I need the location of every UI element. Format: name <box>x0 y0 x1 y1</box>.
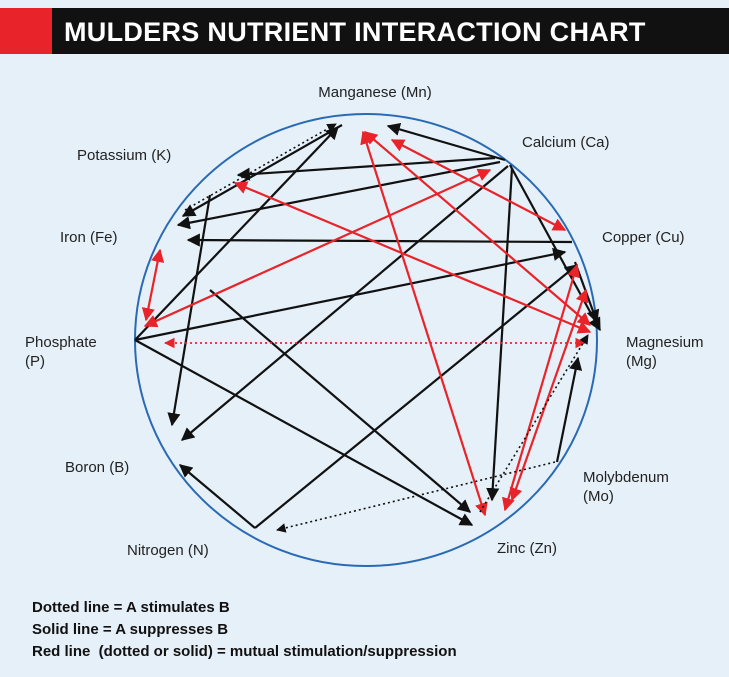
node-label: Potassium (K) <box>77 147 171 164</box>
node-sublabel: (P) <box>25 353 45 370</box>
node-label: Magnesium <box>626 334 704 351</box>
node-sublabel: (Mg) <box>626 353 657 370</box>
node-label: Boron (B) <box>65 459 129 476</box>
node-label: Iron (Fe) <box>60 229 118 246</box>
node-label: Copper (Cu) <box>602 229 685 246</box>
node-label: Calcium (Ca) <box>522 134 610 151</box>
node-label: Zinc (Zn) <box>497 540 557 557</box>
arrows <box>134 122 601 533</box>
node-label: Molybdenum <box>583 469 669 486</box>
header-bar <box>0 8 729 54</box>
node-sublabel: (Mo) <box>583 488 614 505</box>
title: MULDERS NUTRIENT INTERACTION CHART <box>64 17 646 47</box>
legend-entry: Dotted line = A stimulates B <box>32 599 230 616</box>
node-label: Manganese (Mn) <box>318 84 431 101</box>
legend-entry: Red line (dotted or solid) = mutual stim… <box>32 643 457 660</box>
header-accent <box>0 8 52 54</box>
legend-entry: Solid line = A suppresses B <box>32 621 228 638</box>
node-label: Phosphate <box>25 334 97 351</box>
node-label: Nitrogen (N) <box>127 542 209 559</box>
